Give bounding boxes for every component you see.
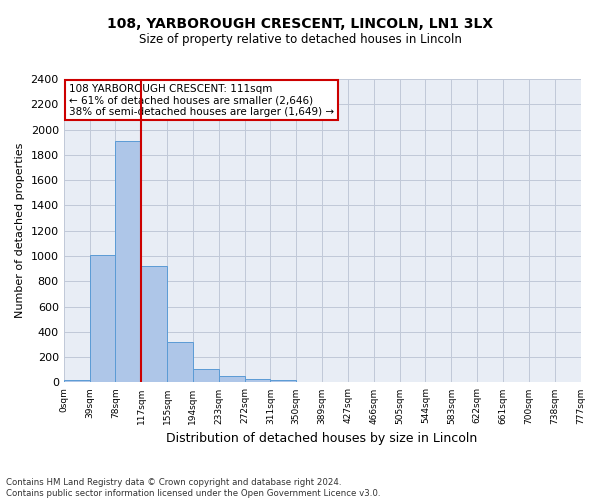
Bar bbox=[271, 380, 296, 382]
Bar bbox=[193, 368, 219, 382]
Text: 108, YARBOROUGH CRESCENT, LINCOLN, LN1 3LX: 108, YARBOROUGH CRESCENT, LINCOLN, LN1 3… bbox=[107, 18, 493, 32]
Bar bbox=[64, 380, 89, 382]
Bar bbox=[245, 380, 271, 382]
Bar bbox=[167, 342, 193, 382]
Text: Contains HM Land Registry data © Crown copyright and database right 2024.
Contai: Contains HM Land Registry data © Crown c… bbox=[6, 478, 380, 498]
X-axis label: Distribution of detached houses by size in Lincoln: Distribution of detached houses by size … bbox=[166, 432, 478, 445]
Text: Size of property relative to detached houses in Lincoln: Size of property relative to detached ho… bbox=[139, 32, 461, 46]
Text: 108 YARBOROUGH CRESCENT: 111sqm
← 61% of detached houses are smaller (2,646)
38%: 108 YARBOROUGH CRESCENT: 111sqm ← 61% of… bbox=[69, 84, 334, 117]
Bar bbox=[115, 141, 141, 382]
Y-axis label: Number of detached properties: Number of detached properties bbox=[15, 143, 25, 318]
Bar bbox=[89, 254, 115, 382]
Bar bbox=[141, 266, 167, 382]
Bar bbox=[219, 376, 245, 382]
